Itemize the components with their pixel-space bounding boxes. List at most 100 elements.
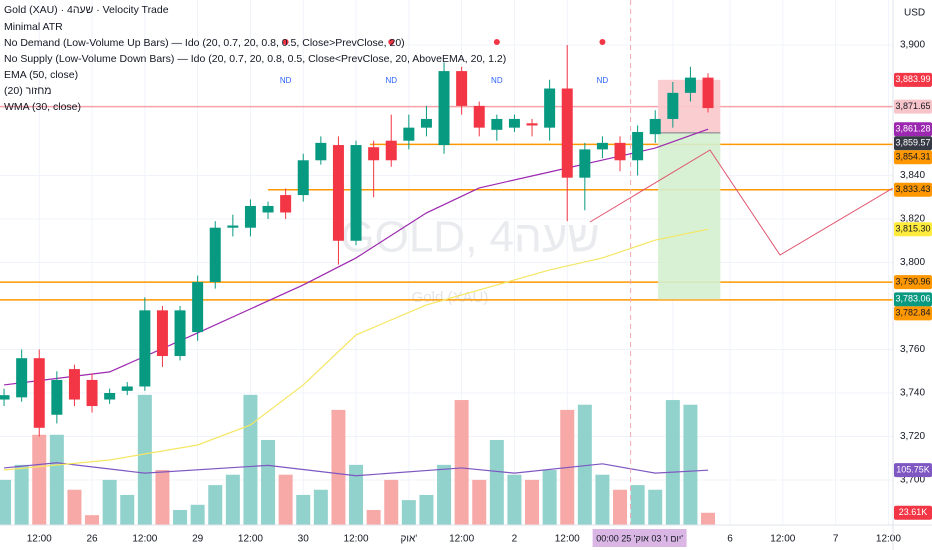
candle-body: [86, 379, 98, 407]
legend-title: Gold (XAU) · 4שעה · Velocity Trade: [4, 4, 169, 16]
legend-entry: WMA (30, close): [4, 101, 81, 113]
candle-body: [649, 118, 661, 135]
x-tick-label: 30: [298, 534, 310, 545]
candle-body: [262, 205, 274, 213]
nd-dot: [493, 39, 500, 45]
x-tick-label: אוק': [400, 534, 417, 545]
price-label: 3,790.96: [895, 277, 930, 287]
candle-body: [403, 127, 415, 141]
x-tick-label: 26: [86, 534, 98, 545]
nd-dot: [599, 39, 606, 45]
volume-bar: [261, 439, 276, 525]
volume-bar: [489, 439, 504, 525]
price-label: 3,861.28: [895, 124, 930, 134]
x-tick-label: 12:00: [27, 534, 52, 545]
candle-body: [596, 142, 608, 150]
price-label-box: [894, 72, 932, 87]
volume-label: 105.75K: [896, 465, 930, 475]
volume-label: 23.61K: [899, 507, 928, 517]
nd-label: ND: [385, 76, 397, 85]
candle-body: [156, 310, 168, 357]
volume-bar: [296, 494, 311, 525]
price-label-box: [894, 136, 932, 151]
volume-bar: [613, 489, 628, 525]
legend-entry: מחזור (20): [4, 85, 51, 97]
volume-bar: [32, 434, 47, 525]
y-tick-label: 3,760: [900, 344, 925, 355]
watermark: GOLD, 4שעה: [340, 213, 599, 262]
volume-bar: [190, 504, 205, 525]
volume-label-box: [894, 505, 932, 520]
candle-body: [579, 149, 591, 178]
volume-bar: [384, 479, 399, 525]
nd-label: ND: [597, 76, 609, 85]
volume-bar: [437, 464, 452, 525]
volume-bar: [595, 474, 610, 525]
volume-bar: [366, 509, 381, 525]
candle-body: [667, 92, 679, 119]
y-tick-label: 3,840: [900, 170, 925, 181]
volume-bar: [331, 409, 346, 525]
candle-body: [385, 140, 397, 161]
price-label: 3,854.31: [895, 152, 930, 162]
candle-body: [508, 118, 520, 128]
price-label-box: [894, 150, 932, 165]
projection-drawing: [589, 149, 894, 256]
candle-body: [209, 227, 221, 283]
price-label-box: [894, 182, 932, 197]
candle-body: [16, 358, 28, 398]
volume-bar: [208, 485, 223, 525]
x-tick-label: 12:00: [132, 534, 157, 545]
volume-bar: [67, 489, 82, 525]
candle-body: [174, 310, 186, 357]
x-tick-label: 29: [192, 534, 204, 545]
x-tick-label: 12:00: [555, 534, 580, 545]
volume-bar: [665, 400, 680, 525]
legend-entry: No Demand (Low-Volume Up Bars) — Ido (20…: [4, 37, 405, 49]
ma-line: [3, 228, 709, 471]
volume-bar: [49, 434, 64, 525]
currency: USD: [904, 8, 925, 19]
volume-bar: [701, 512, 716, 525]
x-tick-label: 12:00: [876, 534, 901, 545]
volume-bar: [243, 394, 258, 525]
volume-bar: [278, 474, 293, 525]
candle-body: [297, 160, 309, 196]
candle-body: [350, 145, 362, 241]
candle-body: [438, 71, 450, 146]
volume-bar: [507, 474, 522, 525]
volume-bar: [401, 500, 416, 525]
price-label: 3,883.99: [895, 74, 930, 84]
volume-bar: [0, 479, 12, 525]
candle-body: [33, 358, 45, 428]
candle-body: [192, 282, 204, 333]
volume-bar: [313, 489, 328, 525]
candle-body: [104, 392, 116, 400]
volume-bar: [349, 464, 364, 525]
price-label-box: [894, 306, 932, 321]
y-tick-label: 3,700: [900, 475, 925, 486]
candle-body: [68, 369, 80, 400]
nd-label: ND: [280, 76, 292, 85]
candle-body: [315, 142, 327, 161]
volume-bar: [102, 479, 117, 525]
y-tick-label: 3,740: [900, 388, 925, 399]
candle-body: [227, 225, 239, 228]
candle-body: [332, 145, 344, 241]
volume-bar: [155, 470, 170, 525]
nd-dot: [388, 39, 395, 45]
volume-bar: [648, 489, 663, 525]
candle-body: [544, 88, 556, 128]
candle-body: [526, 123, 538, 126]
position-target-zone: [658, 132, 721, 300]
x-tick-label: 12:00: [770, 534, 795, 545]
nd-dot: [282, 39, 289, 45]
highlight-time-label: 00:00 יום ו' 03 אוק' 25': [596, 533, 683, 543]
volume-bar: [85, 515, 100, 525]
volume-bar: [454, 400, 469, 525]
volume-bar: [14, 464, 29, 525]
candle-body: [473, 105, 485, 128]
volume-bar: [577, 404, 592, 525]
